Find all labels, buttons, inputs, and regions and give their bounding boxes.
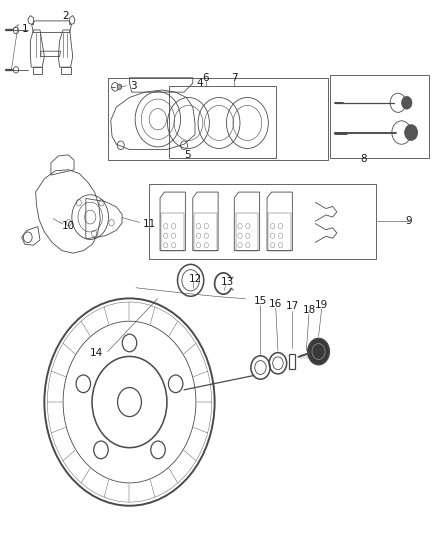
Text: 16: 16 [269, 298, 283, 309]
Bar [330, 75, 428, 158]
Text: 7: 7 [231, 74, 237, 83]
Bar [149, 184, 376, 259]
Text: 2: 2 [62, 11, 69, 21]
Text: 4: 4 [196, 78, 203, 87]
Text: 1: 1 [21, 25, 28, 35]
Text: 9: 9 [406, 216, 412, 227]
Circle shape [307, 338, 329, 365]
Text: 3: 3 [131, 81, 137, 91]
Text: 6: 6 [203, 74, 209, 83]
Text: 15: 15 [254, 296, 267, 306]
Text: 14: 14 [90, 348, 103, 358]
Text: 13: 13 [221, 278, 234, 287]
Circle shape [117, 84, 122, 90]
Text: 11: 11 [142, 219, 156, 229]
Text: 19: 19 [315, 300, 328, 310]
Bar [108, 78, 328, 160]
Text: 18: 18 [302, 305, 315, 315]
Text: 12: 12 [188, 274, 201, 284]
Text: 17: 17 [286, 301, 299, 311]
Circle shape [405, 125, 418, 141]
Text: 5: 5 [184, 150, 191, 160]
Text: 8: 8 [360, 154, 367, 164]
Text: 10: 10 [62, 221, 75, 231]
Circle shape [402, 96, 412, 109]
Bar [169, 86, 276, 158]
